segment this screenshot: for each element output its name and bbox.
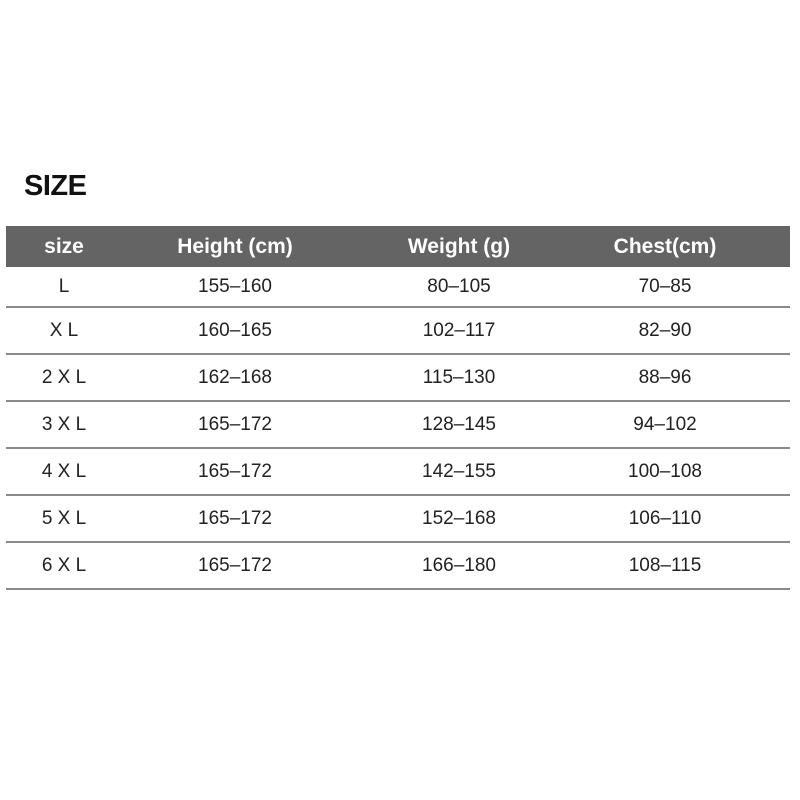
cell-chest: 88–96: [638, 366, 692, 388]
header-height: Height (cm): [177, 234, 293, 258]
cell-size: L: [58, 275, 70, 297]
cell-weight: 166–180: [422, 554, 496, 576]
cell-size: 6 X L: [41, 554, 87, 576]
cell-weight: 102–117: [422, 319, 496, 341]
page-title: SIZE: [24, 170, 87, 202]
header-weight: Weight (g): [407, 234, 511, 258]
size-table: size Height (cm) Weight (g) Chest(cm) L 1…: [6, 226, 790, 590]
table-row: X L 160–165 102–117 82–90: [6, 308, 790, 355]
cell-chest: 106–110: [628, 507, 702, 529]
cell-weight: 80–105: [427, 275, 491, 297]
cell-height: 160–165: [198, 319, 272, 341]
cell-size: 2 X L: [41, 366, 87, 388]
header-chest: Chest(cm): [613, 234, 717, 258]
cell-height: 162–168: [198, 366, 272, 388]
table-header: size Height (cm) Weight (g) Chest(cm): [6, 226, 790, 267]
cell-weight: 115–130: [422, 366, 496, 388]
cell-chest: 82–90: [638, 319, 692, 341]
cell-size: 4 X L: [41, 460, 87, 482]
table-row: 3 X L 165–172 128–145 94–102: [6, 402, 790, 449]
cell-height: 165–172: [198, 413, 272, 435]
cell-weight: 142–155: [422, 460, 496, 482]
cell-weight: 152–168: [422, 507, 496, 529]
cell-height: 165–172: [198, 460, 272, 482]
table-row: 6 X L 165–172 166–180 108–115: [6, 543, 790, 590]
cell-chest: 94–102: [633, 413, 697, 435]
cell-chest: 100–108: [628, 460, 702, 482]
table-row: 5 X L 165–172 152–168 106–110: [6, 496, 790, 543]
cell-height: 165–172: [198, 507, 272, 529]
cell-size: 5 X L: [41, 507, 87, 529]
cell-chest: 70–85: [638, 275, 692, 297]
table-row: 2 X L 162–168 115–130 88–96: [6, 355, 790, 402]
cell-size: X L: [49, 319, 79, 341]
cell-size: 3 X L: [41, 413, 87, 435]
cell-chest: 108–115: [628, 554, 702, 576]
table-row: L 155–160 80–105 70–85: [6, 267, 790, 308]
cell-height: 155–160: [198, 275, 272, 297]
table-row: 4 X L 165–172 142–155 100–108: [6, 449, 790, 496]
cell-height: 165–172: [198, 554, 272, 576]
header-size: size: [44, 234, 84, 258]
cell-weight: 128–145: [422, 413, 496, 435]
